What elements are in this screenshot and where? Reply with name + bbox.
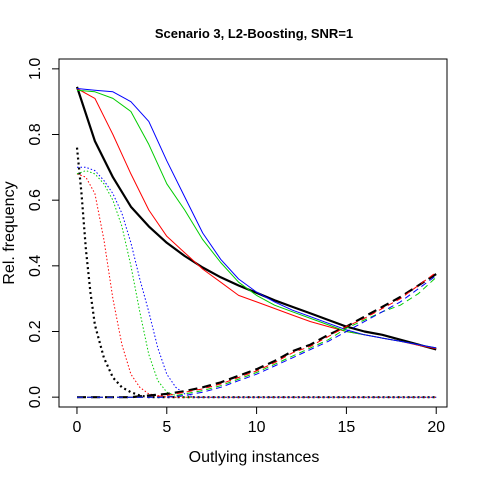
series-line-7-dotted [76,170,437,398]
x-tick-label: 0 [73,419,82,436]
y-tick-label: 0.8 [27,123,44,145]
series-lines [75,86,437,399]
x-axis-label: Outlying instances [189,449,320,466]
series-line-1-solid [75,86,437,351]
y-tick-label: 0.6 [27,189,44,211]
y-axis: 0.0 0.2 0.4 0.6 0.8 1.0 [27,58,60,408]
x-tick-label: 15 [338,419,356,436]
x-tick-label: 10 [248,419,266,436]
y-tick-label: 0.4 [27,255,44,277]
series-line-2-solid [76,88,437,350]
series-line-10-dashed [77,271,437,398]
x-tick-label: 20 [427,419,445,436]
series-line-12-dashed [77,275,437,398]
series-line-6-dotted [76,173,437,398]
chart-title: Scenario 3, L2-Boosting, SNR=1 [155,26,353,41]
series-line-3-solid [76,89,437,349]
series-line-4-solid [76,88,437,349]
x-axis: 0 5 10 15 20 [73,406,445,436]
series-line-8-dotted [77,166,437,398]
series-line-11-dashed [77,276,437,398]
y-tick-label: 1.0 [27,58,44,80]
x-tick-label: 5 [162,419,171,436]
series-line-9-dashed [77,273,437,399]
y-tick-label: 0.0 [27,386,44,408]
plot-frame [58,58,448,408]
y-axis-label: Rel. frequency [1,181,18,284]
series-line-5-dotted [75,147,437,399]
y-tick-label: 0.2 [27,320,44,342]
